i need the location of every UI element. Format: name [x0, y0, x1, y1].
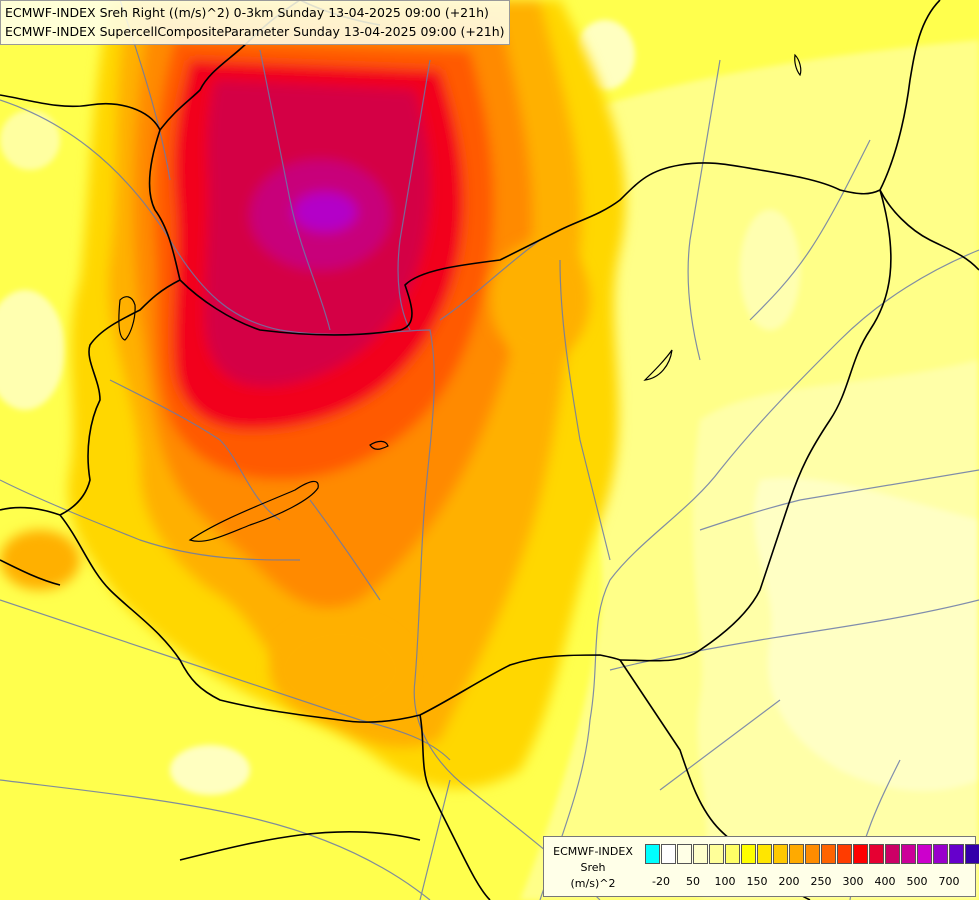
field-warm-lobes: [0, 240, 590, 720]
lake-velence: [369, 440, 389, 450]
field-lobe-west: [0, 530, 80, 590]
field-spot-pale-nw: [0, 110, 60, 170]
legend-swatches: [645, 844, 979, 864]
legend-swatch: [949, 844, 964, 864]
field-spot-pale-ne: [740, 210, 800, 330]
field-warm-core: [68, 0, 626, 789]
legend-swatch: [645, 844, 660, 864]
field-spot-pale-w: [0, 290, 65, 410]
field-band-lightest-east: [754, 478, 979, 791]
river-zagyva: [559, 259, 611, 561]
legend-swatch: [677, 844, 692, 864]
border-ukraine-romania: [879, 189, 979, 271]
legend-tick-label: 250: [810, 875, 832, 888]
legend-tick-label: 200: [778, 875, 800, 888]
map-title-line-1: ECMWF-INDEX Sreh Right ((m/s)^2) 0-3km S…: [5, 5, 489, 20]
legend-swatch: [853, 844, 868, 864]
legend-swatch: [917, 844, 932, 864]
legend-swatch: [805, 844, 820, 864]
river-drina: [419, 779, 451, 900]
legend-tick-label: 400: [874, 875, 896, 888]
lakes: [118, 53, 802, 542]
legend-variable: Sreh: [580, 861, 606, 874]
legend-tick-label: 100: [714, 875, 736, 888]
legend-swatch: [709, 844, 724, 864]
lake-neusiedl: [118, 296, 136, 341]
border-austria-slovenia: [0, 506, 61, 516]
legend-swatch: [693, 844, 708, 864]
border-slovakia-ukraine: [879, 0, 941, 191]
border-hungary-croatia: [59, 514, 421, 723]
border-croatia-serbia: [419, 714, 491, 900]
legend-swatch: [773, 844, 788, 864]
legend-swatch: [661, 844, 676, 864]
border-slovakia-hungary: [148, 129, 881, 336]
river-drava: [0, 599, 451, 761]
legend-swatch: [741, 844, 756, 864]
legend-swatch: [821, 844, 836, 864]
legend-swatch: [725, 844, 740, 864]
legend-tick-label: 300: [842, 875, 864, 888]
river-ipoly: [439, 239, 541, 321]
border-czech-austria: [0, 94, 161, 131]
border-slovenia-croatia: [0, 559, 61, 586]
legend-source: ECMWF-INDEX: [553, 845, 633, 858]
field-spot-pale-sw: [170, 745, 250, 795]
legend-tick-label: -20: [652, 875, 670, 888]
legend-swatch: [789, 844, 804, 864]
field-lobe-south: [270, 620, 410, 720]
border-hungary-austria: [59, 279, 181, 516]
field-band-purple: [293, 192, 357, 232]
river-sio: [309, 499, 381, 601]
river-vah: [259, 49, 331, 331]
legend-swatch: [837, 844, 852, 864]
river-hernad: [687, 59, 721, 361]
legend-swatch: [901, 844, 916, 864]
river-hron: [397, 59, 431, 331]
lake-balaton: [188, 480, 319, 542]
river-raba: [109, 379, 281, 521]
legend-swatch: [885, 844, 900, 864]
river-timis: [659, 699, 781, 791]
legend-tick-label: 150: [746, 875, 768, 888]
field-contours: [0, 20, 979, 900]
border-hungary-romania: [619, 189, 892, 662]
legend-swatch: [869, 844, 884, 864]
legend-unit: (m/s)^2: [570, 877, 616, 890]
legend-swatch: [933, 844, 948, 864]
legend-tick-label: 50: [686, 875, 700, 888]
legend-tick-label: 700: [938, 875, 960, 888]
lake-tisza: [643, 349, 673, 381]
border-croatia-bosnia: [179, 830, 421, 861]
color-legend: ECMWF-INDEX Sreh (m/s)^2 -20 50 100 150 200 2…: [543, 836, 979, 897]
map-title-line-2: ECMWF-INDEX SupercellCompositeParameter …: [5, 24, 505, 39]
river-bodrog: [749, 139, 871, 321]
legend-tick-label: 500: [906, 875, 928, 888]
river-sava: [0, 779, 431, 900]
river-koros: [699, 469, 979, 531]
title-box: ECMWF-INDEX Sreh Right ((m/s)^2) 0-3km S…: [0, 0, 510, 45]
border-hungary-serbia: [419, 654, 621, 716]
field-lobe-east: [490, 240, 590, 360]
legend-swatch: [757, 844, 772, 864]
river-mura: [0, 479, 301, 561]
legend-swatch: [965, 844, 979, 864]
river-tisza: [539, 249, 979, 900]
lake-small-ne: [794, 53, 802, 77]
